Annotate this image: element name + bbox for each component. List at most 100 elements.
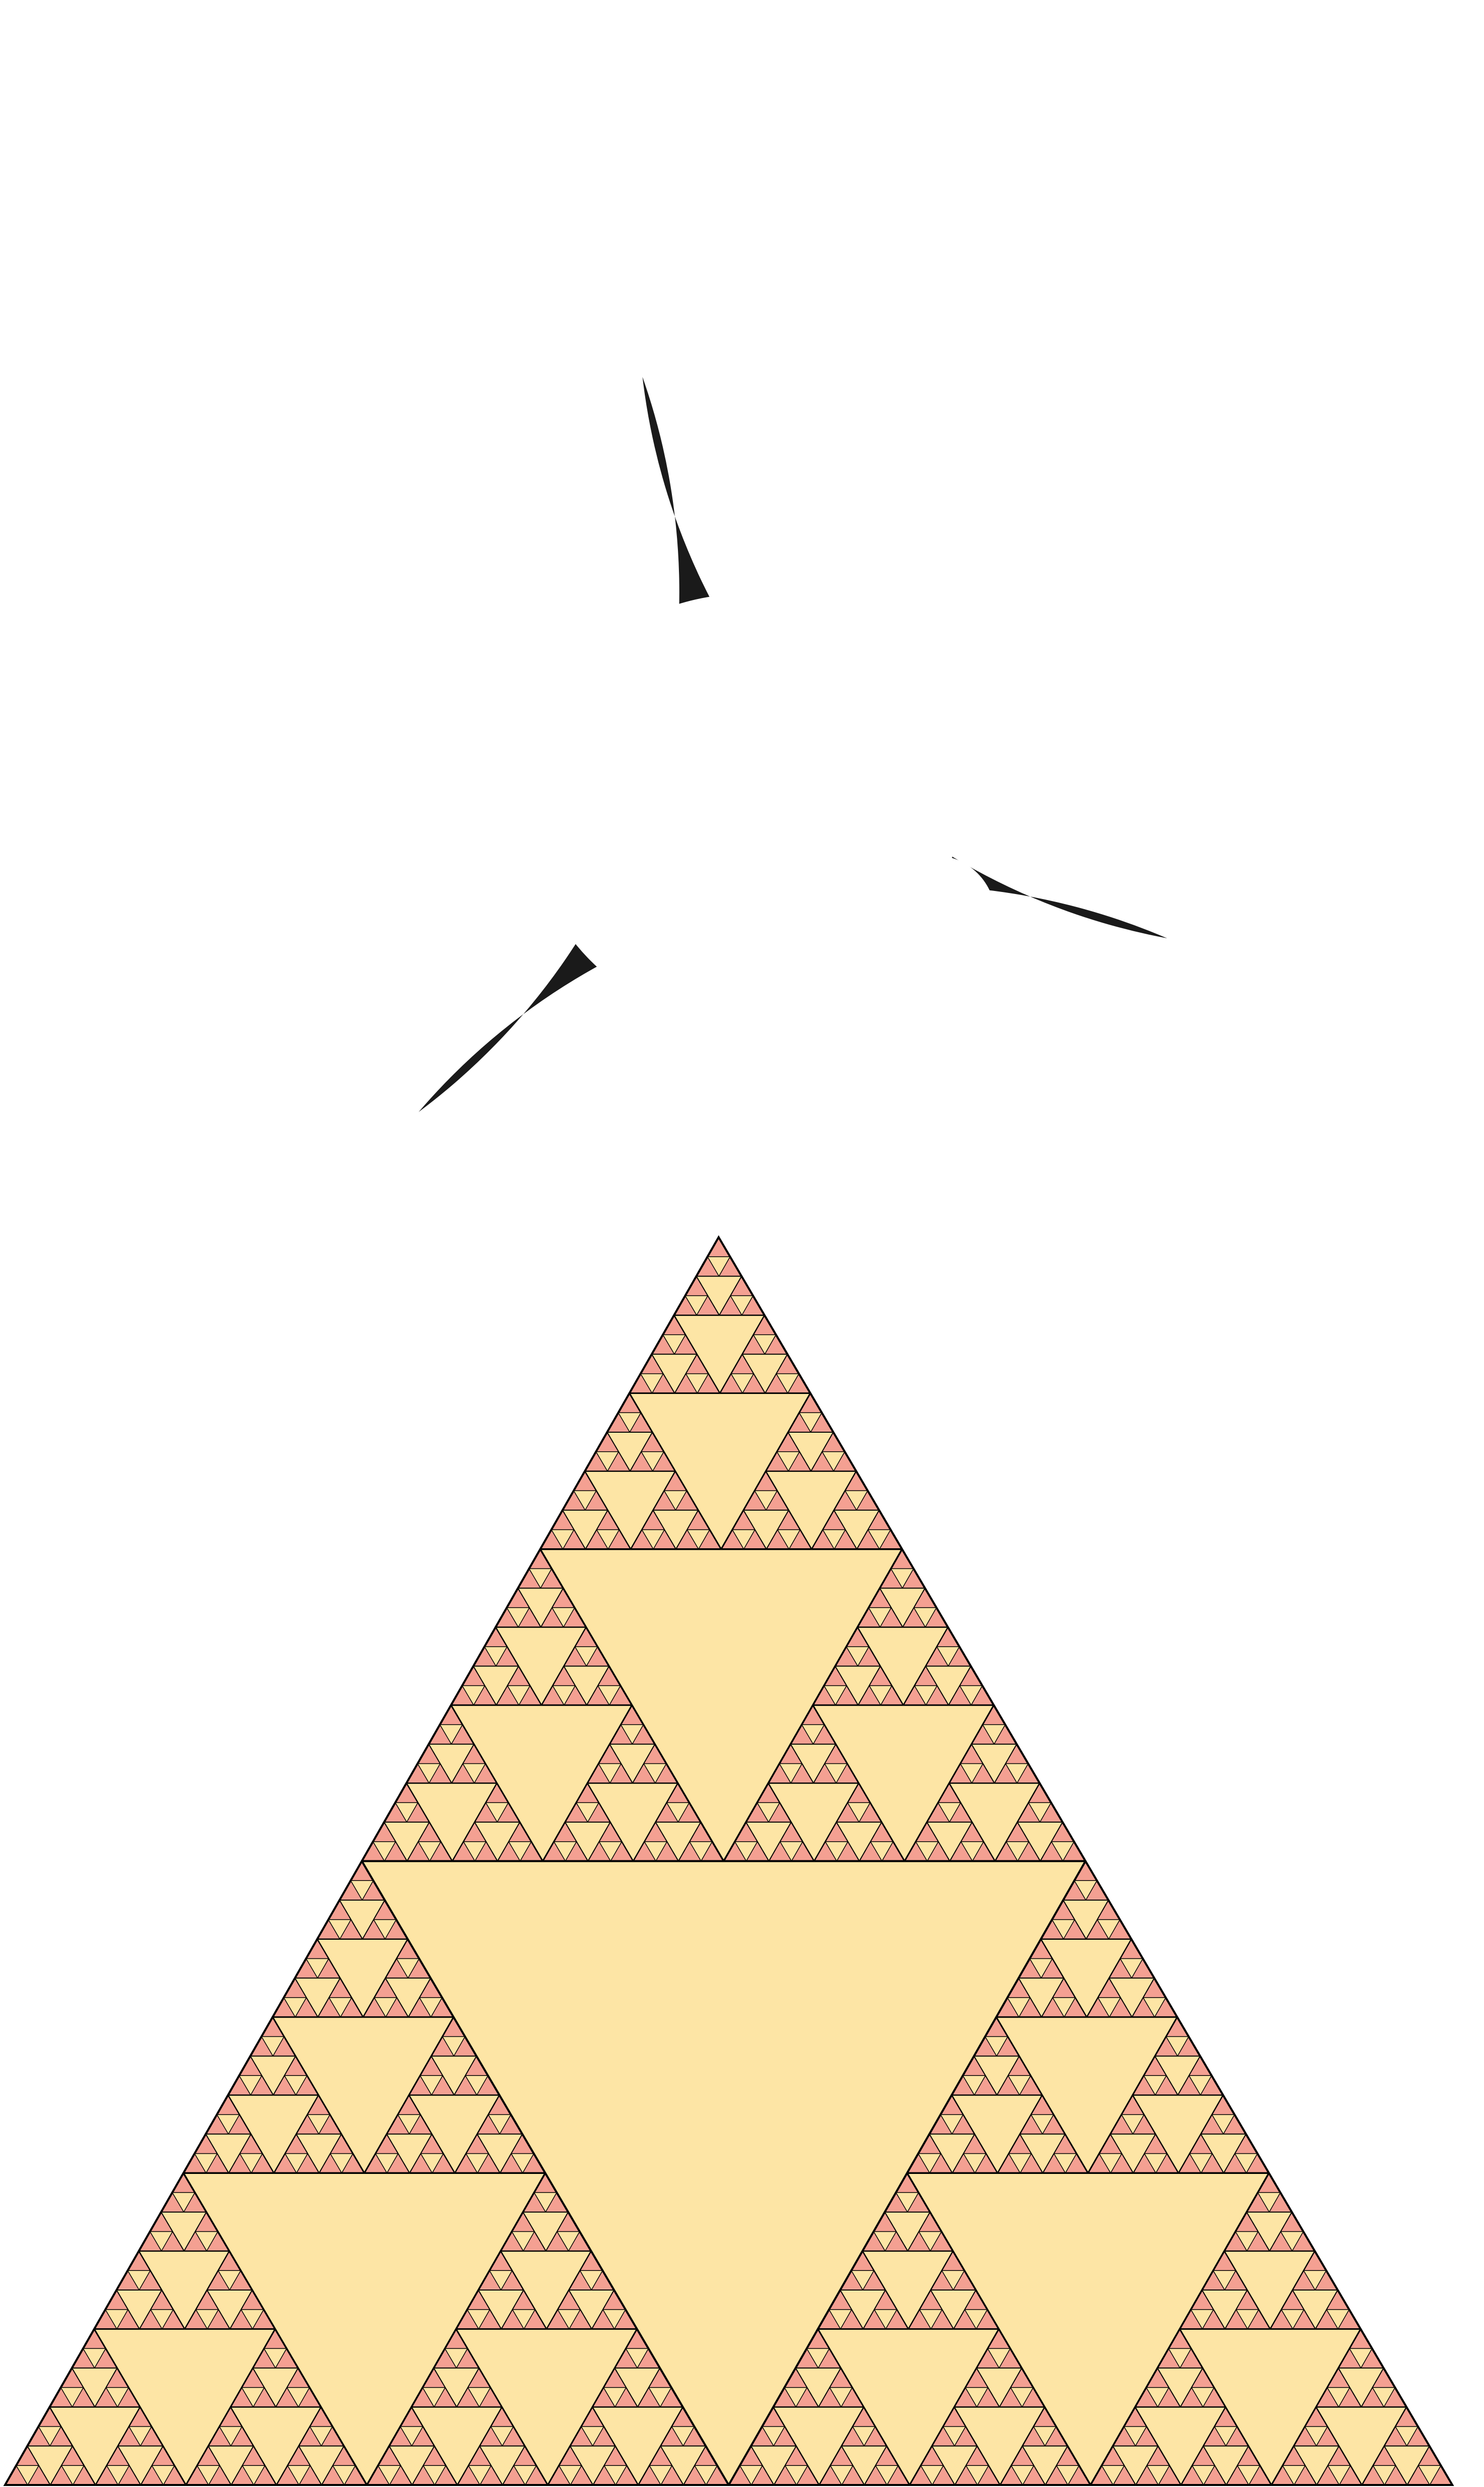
sierpinski-hole [824,1763,848,1784]
gasket-circle [46,209,55,219]
sierpinski-hole [419,1997,443,2018]
sierpinski-hole [825,1841,848,1862]
sierpinski-hole [439,1724,463,1745]
sierpinski-hole [965,2387,988,2408]
gasket-circle [55,54,57,57]
gasket-circle [74,83,132,142]
sierpinski-hole [649,2465,672,2485]
sierpinski-hole [462,1763,486,1784]
sierpinski-hole [287,2465,311,2485]
sierpinski-hole [618,1412,642,1433]
gasket-circle [179,29,202,52]
gasket-circle [247,67,263,83]
sierpinski-hole [1282,2465,1306,2485]
gasket-circle [55,43,58,46]
sierpinski-hole [625,2348,649,2368]
sierpinski-hole [776,1451,800,1472]
sierpinski-hole [1189,2153,1213,2173]
sierpinski-hole [775,1373,800,1394]
sierpinski-hole [372,1841,396,1862]
sierpinski-hole [196,2465,220,2485]
sierpinski-hole [799,1412,823,1433]
sierpinski-hole [1211,2114,1235,2135]
sierpinski-hole [127,2270,151,2291]
gasket-circle [79,363,95,379]
sierpinski-hole [919,2309,943,2330]
sierpinski-hole [1190,2309,1214,2330]
gasket-circle [22,40,25,43]
sierpinski-hole [511,2231,535,2252]
sierpinski-hole [761,2426,785,2447]
gasket-circle [132,208,136,212]
gasket-circle [353,318,359,324]
sierpinski-hole [662,1334,686,1355]
sierpinski-hole [648,2387,672,2408]
gasket-circle [157,138,169,150]
gasket-circle [301,100,313,111]
sierpinski-hole [465,2075,488,2096]
sierpinski-hole [686,1529,710,1550]
gasket-circle [62,56,67,61]
sierpinski-hole [241,2387,265,2408]
sierpinski-hole [868,1607,892,1628]
gasket-circle [55,62,59,66]
sierpinski-hole [1030,2114,1054,2135]
sierpinski-hole [128,2426,152,2447]
sierpinski-hole [852,2426,876,2447]
gasket-circle [5,38,50,83]
gasket-circle [24,43,27,46]
sierpinski-hole [240,2309,264,2330]
sierpinski-hole [730,1373,754,1394]
sierpinski-hole [373,1997,398,2018]
sierpinski-hole [801,1724,825,1745]
sierpinski-hole [328,1919,352,1940]
gasket-circle [269,401,279,412]
gasket-circle [254,198,269,213]
sierpinski-hole [1142,1997,1166,2018]
sierpinski-hole [784,2387,808,2408]
sierpinski-hole [400,2426,424,2447]
sierpinski-hole [1303,2270,1327,2291]
sierpinski-hole [643,1763,667,1784]
sierpinski-hole [940,2114,964,2135]
sierpinski-hole [373,1919,397,1940]
gasket-circle [43,42,46,45]
sierpinski-hole [218,2270,241,2291]
sierpinski-hole [1008,2075,1031,2096]
sierpinski-hole [868,1685,893,1706]
gasket-circle [202,198,217,213]
sierpinski-hole [1327,2387,1350,2408]
sierpinski-hole [216,2114,240,2135]
sierpinski-hole [822,1529,846,1550]
gasket-circle [41,38,45,41]
sierpinski-hole [1280,2231,1304,2252]
sierpinski-hole [465,2153,489,2173]
sierpinski-hole [172,2192,195,2213]
sierpinski-hole [534,2192,557,2213]
sierpinski-hole [1257,2192,1281,2213]
sierpinski-hole [1006,1841,1029,1862]
gasket-circle [28,72,43,87]
sierpinski-hole [38,2426,62,2447]
sierpinski-hole [984,2036,1009,2057]
sierpinski-hole [1010,2387,1034,2408]
sierpinski-hole [394,1802,419,1823]
sierpinski-hole [106,2465,130,2485]
sierpinski-hole [1123,2426,1147,2447]
sierpinski-hole [489,2270,513,2291]
sierpinski-hole [242,2465,265,2485]
gasket-circle [146,219,152,224]
gasket-circle [19,18,22,21]
sierpinski-hole [851,2270,874,2291]
gasket-circle [295,264,303,272]
gasket-circle [54,48,57,51]
sierpinski-hole [468,2465,491,2485]
sierpinski-hole [596,1451,619,1472]
sierpinski-hole [1168,2348,1192,2368]
sierpinski-hole [1143,2075,1167,2096]
gasket-circle [247,223,252,227]
gasket-circle [469,411,472,414]
sierpinski-hole [286,2387,310,2408]
sierpinski-hole [1192,2465,1215,2485]
sierpinski-hole [1074,1880,1098,1901]
